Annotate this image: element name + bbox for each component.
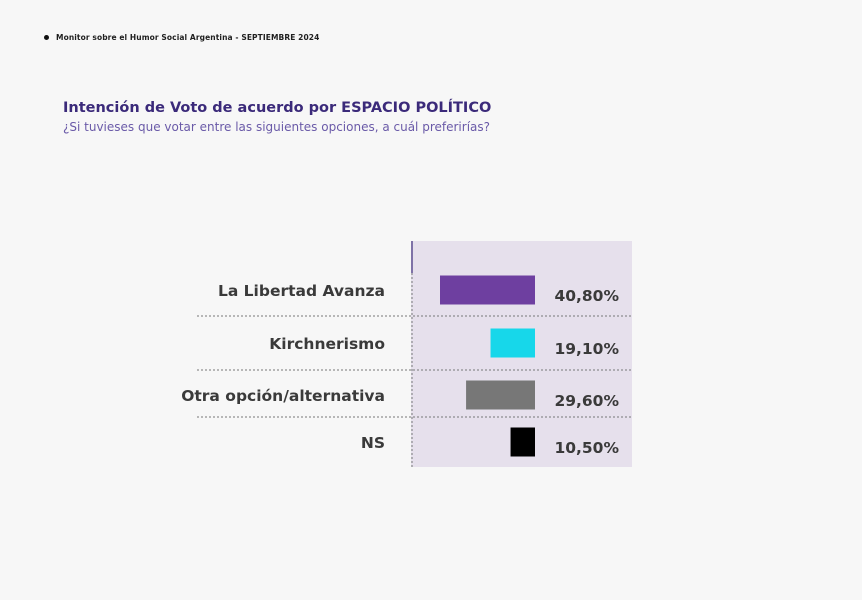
bar: [440, 275, 535, 305]
bar: [490, 328, 535, 358]
category-label: Otra opción/alternativa: [181, 387, 385, 405]
value-label: 10,50%: [554, 439, 619, 457]
value-label: 29,60%: [554, 392, 619, 410]
report-header: Monitor sobre el Humor Social Argentina …: [44, 33, 319, 42]
value-label: 19,10%: [554, 340, 619, 358]
bar: [466, 380, 535, 410]
category-label: Kirchnerismo: [269, 335, 385, 353]
chart-title: Intención de Voto de acuerdo por ESPACIO…: [63, 100, 492, 116]
value-label: 40,80%: [554, 287, 619, 305]
bullet-icon: [44, 35, 49, 40]
report-header-text: Monitor sobre el Humor Social Argentina …: [56, 33, 320, 42]
category-label: NS: [361, 434, 385, 452]
chart-subtitle: ¿Si tuvieses que votar entre las siguien…: [63, 120, 490, 134]
category-label: La Libertad Avanza: [218, 282, 385, 300]
bar: [510, 427, 535, 457]
